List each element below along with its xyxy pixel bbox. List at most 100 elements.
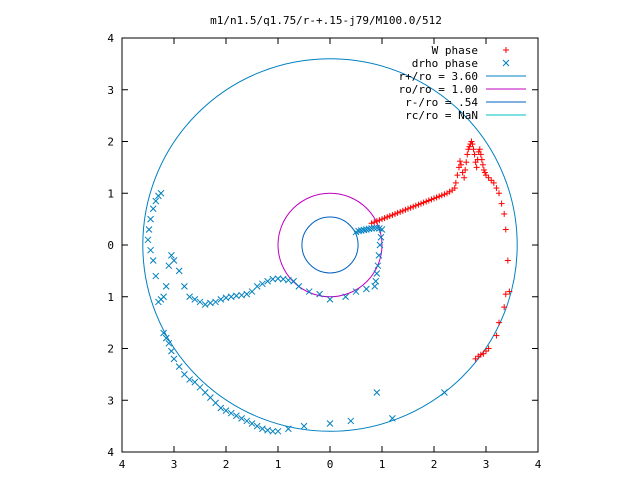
drho-phase-point xyxy=(243,417,251,425)
w-phase-point xyxy=(379,216,385,223)
w-phase-point xyxy=(433,194,440,201)
w-phase-point xyxy=(441,191,448,198)
drho-phase-point xyxy=(217,404,225,412)
x-tick-label: 2 xyxy=(431,458,438,471)
drho-phase-point xyxy=(168,251,175,259)
legend-label: drho phase xyxy=(412,57,478,70)
w-phase-point xyxy=(502,291,509,298)
drho-phase-point xyxy=(253,422,261,430)
w-phase-point xyxy=(480,166,487,173)
w-phase-point xyxy=(506,288,513,295)
drho-phase-point xyxy=(201,389,209,396)
w-phase-point xyxy=(465,146,472,153)
drho-phase-point xyxy=(181,371,188,378)
w-phase-point xyxy=(405,205,411,212)
w-phase-point xyxy=(472,355,479,362)
drho-phase-point xyxy=(175,267,183,275)
drho-phase-point xyxy=(441,389,448,396)
radius-circle xyxy=(301,216,359,274)
w-phase-point xyxy=(461,174,468,181)
w-phase-point xyxy=(438,192,445,199)
drho-phase-point xyxy=(233,292,240,300)
drho-phase-point xyxy=(170,257,178,264)
drho-phase-point xyxy=(181,283,188,290)
drho-phase-point xyxy=(196,298,204,306)
w-phase-point xyxy=(423,198,430,205)
w-phase-point xyxy=(371,219,378,226)
y-tick-label: 2 xyxy=(107,343,114,356)
w-phase-point xyxy=(464,151,471,158)
x-tick-label: 0 xyxy=(327,458,334,471)
w-phase-point xyxy=(475,353,482,360)
drho-phase-point xyxy=(259,280,266,288)
x-tick-label: 1 xyxy=(275,458,282,471)
w-phase-point xyxy=(477,151,484,158)
drho-phase-point xyxy=(264,277,271,285)
drho-phase-point xyxy=(145,226,153,233)
w-phase-point xyxy=(501,304,508,311)
w-phase-point xyxy=(498,200,505,207)
drho-phase-point xyxy=(373,270,381,277)
w-phase-point xyxy=(490,179,497,186)
w-phase-point xyxy=(479,161,486,168)
w-phase-point xyxy=(502,226,509,233)
drho-phase-point xyxy=(157,189,165,197)
drho-phase-point xyxy=(212,399,219,407)
w-phase-point xyxy=(436,193,443,200)
w-phase-point xyxy=(476,146,483,153)
drho-phase-point xyxy=(155,298,162,306)
drho-phase-point xyxy=(357,227,365,234)
legend-swatch xyxy=(503,47,509,53)
drho-phase-point xyxy=(144,236,152,244)
drho-phase-point xyxy=(253,283,261,290)
drho-phase-point xyxy=(355,227,362,235)
drho-phase-point xyxy=(175,363,183,370)
legend-label: W phase xyxy=(432,44,478,57)
drho-phase-point xyxy=(191,378,199,386)
drho-phase-point xyxy=(233,412,240,420)
y-tick-label: 4 xyxy=(107,32,114,45)
w-phase-point xyxy=(457,158,463,165)
drho-phase-point xyxy=(170,355,178,363)
w-phase-point xyxy=(470,146,477,153)
x-tick-label: 3 xyxy=(483,458,490,471)
drho-phase-point xyxy=(374,262,382,270)
drho-phase-point xyxy=(168,347,175,355)
drho-phase-point xyxy=(363,285,370,293)
drho-phase-point xyxy=(363,226,370,233)
drho-phase-point xyxy=(222,407,230,414)
drho-phase-point xyxy=(375,251,383,259)
w-phase-point xyxy=(452,179,459,186)
drho-phase-point xyxy=(201,301,209,308)
drho-phase-point xyxy=(285,425,292,433)
drho-phase-point xyxy=(290,277,297,285)
drho-phase-point xyxy=(373,224,381,232)
y-tick-label: 1 xyxy=(107,291,114,304)
x-tick-label: 2 xyxy=(223,458,230,471)
w-phase-point xyxy=(496,190,502,197)
y-tick-label: 2 xyxy=(107,136,114,149)
legend-label: ro/ro = 1.00 xyxy=(399,83,478,96)
drho-phase-point xyxy=(389,415,396,422)
radius-circle xyxy=(277,192,383,298)
drho-phase-point xyxy=(217,295,225,303)
w-phase-point xyxy=(478,156,485,163)
w-phase-point xyxy=(458,161,465,168)
w-phase-point xyxy=(468,138,475,145)
w-phase-point xyxy=(480,350,487,357)
drho-phase-point xyxy=(360,226,368,234)
drho-phase-point xyxy=(227,409,235,417)
chart-title: m1/n1.5/q1.75/r-+.15-j79/M100.0/512 xyxy=(210,14,442,27)
drho-phase-point xyxy=(377,233,385,241)
drho-phase-point xyxy=(248,420,256,427)
w-phase-point xyxy=(451,185,458,192)
w-phase-point xyxy=(462,166,469,173)
w-phase-point xyxy=(381,215,388,222)
w-phase-point xyxy=(493,332,500,339)
drho-phase-point xyxy=(165,339,173,347)
y-tick-label: 3 xyxy=(107,84,114,97)
drho-phase-point xyxy=(373,389,381,396)
w-phase-point xyxy=(431,195,437,202)
drho-phase-point xyxy=(365,225,373,233)
